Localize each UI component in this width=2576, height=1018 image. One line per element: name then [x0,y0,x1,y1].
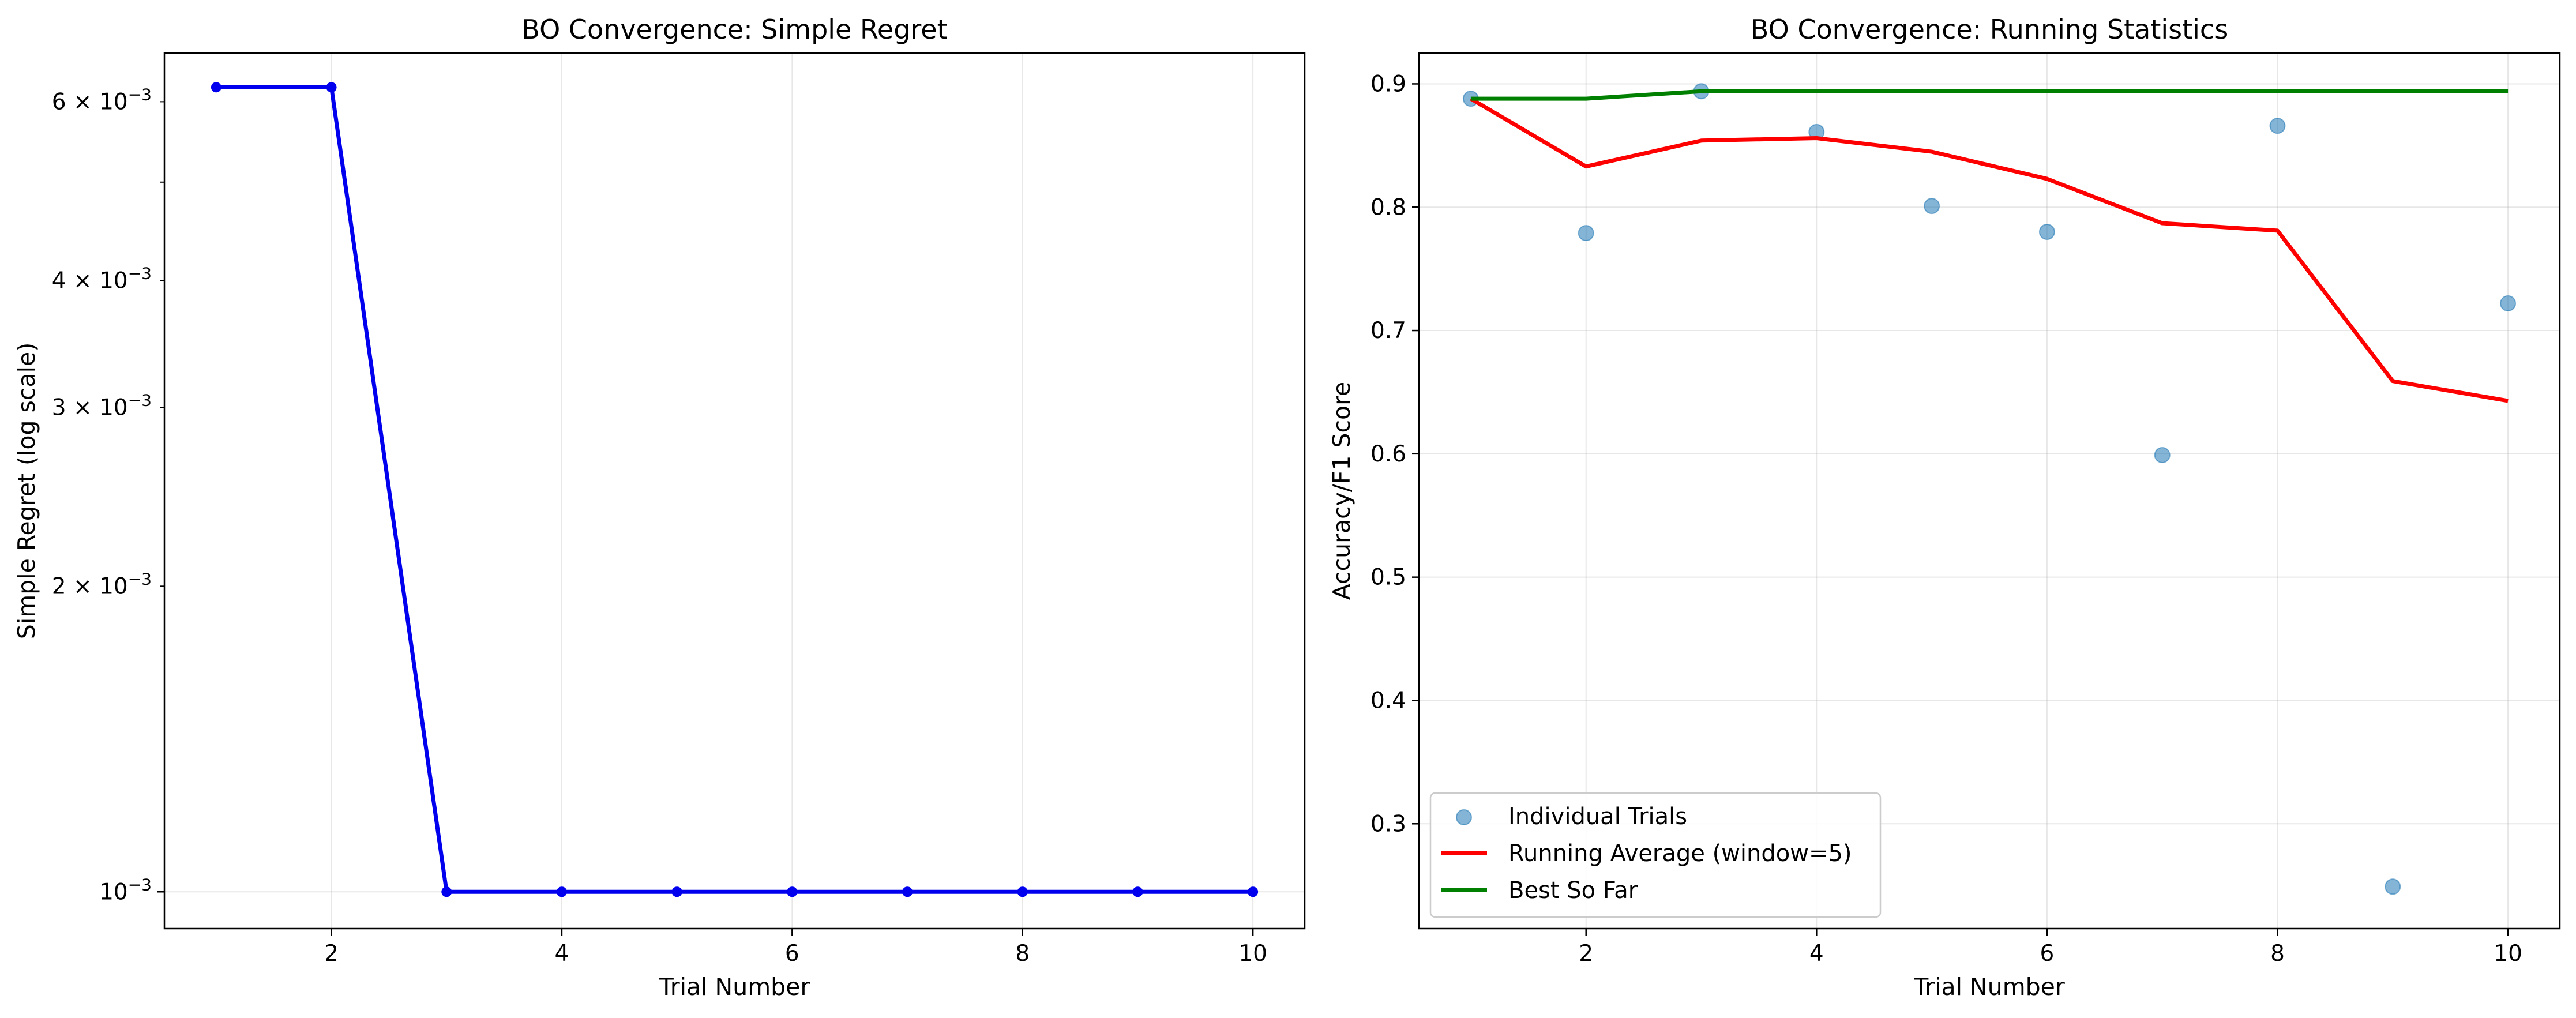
series-marker [441,886,452,897]
x-tick-label: 10 [2494,941,2522,967]
series-line [1470,89,2509,101]
series-layer [211,82,1259,897]
legend-marker-scatter [1456,809,1472,825]
y-tick-label: 2 × 10−3 [52,569,152,599]
legend-box [1429,792,1882,918]
y-tick-label: 0.7 [1370,318,1406,344]
series-layer [1462,83,2517,895]
series-marker [326,82,337,93]
series-marker [902,886,913,897]
x-tick-label: 4 [1809,941,1824,967]
series-marker [1248,886,1259,897]
y-tick-label: 0.9 [1370,71,1406,97]
series-marker [787,886,798,897]
scatter-point [2269,118,2286,134]
y-axis-label: Simple Regret (log scale) [13,343,40,639]
chart-title: BO Convergence: Running Statistics [1751,14,2228,45]
legend: Individual Trials Running Average (windo… [1429,792,1882,918]
x-tick-label: 6 [785,941,799,967]
y-tick-label: 0.3 [1370,811,1406,837]
scatter-point [1924,198,1940,215]
scatter-point [2038,224,2055,241]
series-marker [1017,886,1028,897]
x-axis-label: Trial Number [659,973,810,1001]
y-tick-label: 0.8 [1370,194,1406,220]
scatter-point [2385,878,2401,895]
legend-label: Running Average (window=5) [1508,840,1852,867]
series-marker [556,886,567,897]
series-line [216,85,1253,894]
y-axis-label: Accuracy/F1 Score [1328,382,1355,600]
x-tick-label: 8 [2270,941,2285,967]
axis-ticks: 2 4 6 8 10 0.3 0.4 0.5 0.6 0.7 0.8 0.9 [1370,71,2522,967]
y-tick-label: 0.5 [1370,565,1406,591]
y-tick-label: 0.4 [1370,688,1406,713]
x-tick-label: 4 [555,941,569,967]
x-axis-label: Trial Number [1913,973,2065,1001]
chart-running-statistics: 2 4 6 8 10 0.3 0.4 0.5 0.6 0.7 0.8 0.9 BO Convergen… [1328,14,2561,1001]
legend-label: Best So Far [1508,877,1638,904]
x-tick-label: 10 [1238,941,1267,967]
x-tick-label: 8 [1015,941,1030,967]
plot-frame [163,52,1306,930]
y-tick-label: 0.6 [1370,441,1406,467]
x-tick-label: 6 [2040,941,2054,967]
series-line [1470,97,2509,403]
series-marker [1132,886,1143,897]
scatter-point [2154,446,2171,463]
y-tick-label: 10−3 [99,875,152,905]
grid-lines [1419,53,2560,929]
legend-label: Individual Trials [1508,803,1687,830]
x-tick-label: 2 [1579,941,1593,967]
series-marker [211,82,221,93]
scatter-point [1578,225,1594,242]
plot-frame [1418,52,2561,930]
chart-title: BO Convergence: Simple Regret [521,14,947,45]
scatter-point [2500,295,2517,312]
series-marker [671,886,682,897]
x-tick-label: 2 [324,941,339,967]
